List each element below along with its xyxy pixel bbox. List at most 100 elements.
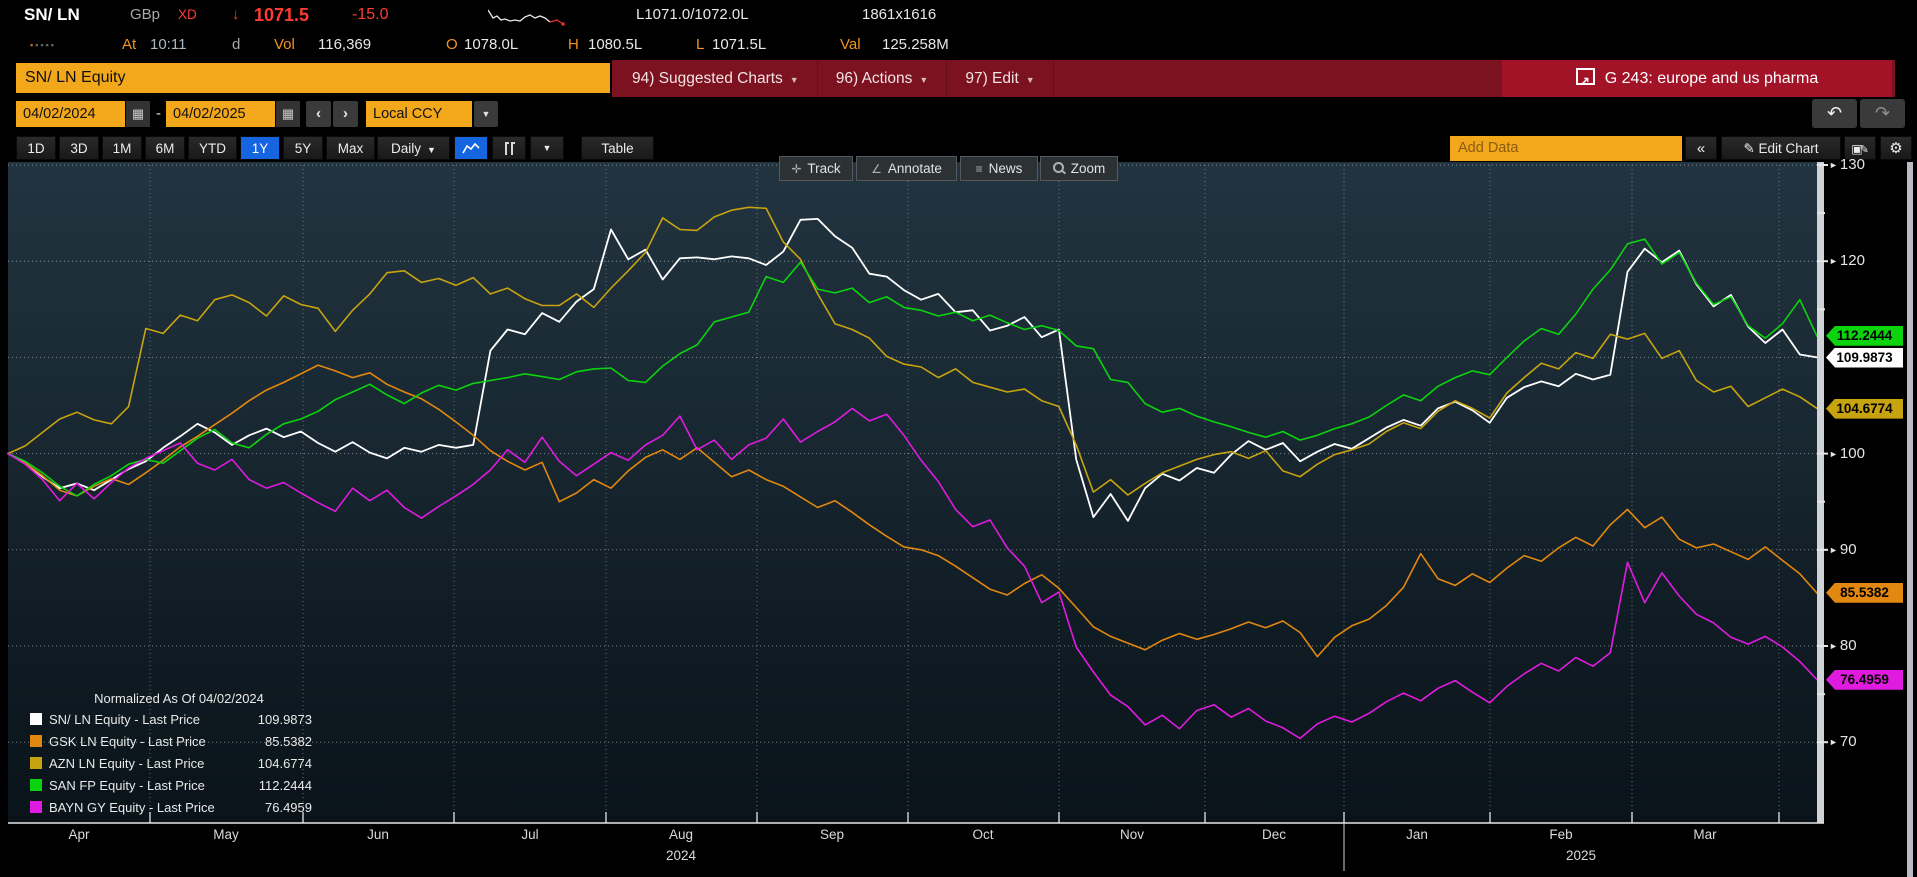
chart-group-button[interactable]: G 243: europe and us pharma xyxy=(1502,60,1892,100)
prev-range-button[interactable]: ‹ xyxy=(306,101,331,127)
currency-mode-select[interactable]: Local CCY xyxy=(366,101,472,127)
menu-item-96-actions[interactable]: 96) Actions ▼ xyxy=(818,60,948,97)
plot-background xyxy=(8,157,1817,823)
x-axis-month-jun: Jun xyxy=(367,827,389,842)
last-price-badge: 112.2444 xyxy=(1826,325,1903,346)
next-range-button[interactable]: › xyxy=(333,101,358,127)
tab-period-1d[interactable]: 1D xyxy=(16,136,56,160)
tab-period-max[interactable]: Max xyxy=(326,136,375,160)
tab-period-5y[interactable]: 5Y xyxy=(283,136,323,160)
chart-tool-track[interactable]: ✛ Track xyxy=(779,156,853,181)
x-axis-month-aug: Aug xyxy=(668,827,694,842)
undo-button[interactable]: ↶ xyxy=(1812,99,1857,128)
add-data-input[interactable]: Add Data xyxy=(1450,136,1682,161)
last-price-badge: 85.5382 xyxy=(1826,582,1903,603)
tick-arrow-icon: ► xyxy=(1829,256,1838,267)
legend-item[interactable]: AZN LN Equity - Last Price 104.6774 xyxy=(30,756,312,774)
stats-bar: ▪▪▪▪▪ At 10:11 d Vol 116,369 O 1078.0L H… xyxy=(0,30,1917,88)
chart-type-dropdown-icon[interactable]: ▼ xyxy=(530,136,564,160)
tab-period-3d[interactable]: 3D xyxy=(59,136,99,160)
xd-flag: XD xyxy=(178,7,197,22)
volume: 116,369 xyxy=(318,36,372,53)
calendar-to-icon[interactable]: ▦ xyxy=(276,101,300,127)
tab-period-6m[interactable]: 6M xyxy=(145,136,185,160)
x-axis-month-apr: Apr xyxy=(68,827,90,842)
session-flag: d xyxy=(232,36,241,53)
calendar-from-icon[interactable]: ▦ xyxy=(126,101,150,127)
legend-series-name: BAYN GY Equity - Last Price xyxy=(49,800,215,815)
chart-annotate-icon[interactable]: ▣✎ xyxy=(1844,136,1876,160)
last-price-badge: 76.4959 xyxy=(1826,669,1903,690)
down-arrow-icon: ↓ xyxy=(232,6,240,23)
series-line-BAYN xyxy=(7,407,1818,740)
series-line-GSK xyxy=(7,364,1818,658)
y-axis-label-70: ► 70 xyxy=(1829,733,1857,751)
tabs-row: 1D 3D 1M 6M YTD 1Y 5Y Max Daily ▼ ▼ Table Add Da… xyxy=(0,135,1917,162)
menu-item-97-edit[interactable]: 97) Edit ▼ xyxy=(947,60,1054,97)
chart-group-label: G 243: europe and us pharma xyxy=(1604,70,1819,87)
y-axis-label-100: ► 100 xyxy=(1829,444,1865,462)
news-lines-icon: ≡ xyxy=(975,162,983,176)
x-axis-month-sep: Sep xyxy=(819,827,845,842)
legend-series-name: SN/ LN Equity - Last Price xyxy=(49,712,200,727)
legend-swatch xyxy=(30,779,42,791)
window-edge-strip xyxy=(1907,96,1913,877)
ticker-symbol: SN/ LN xyxy=(24,5,80,24)
legend-series-name: AZN LN Equity - Last Price xyxy=(49,756,205,771)
legend-item[interactable]: SN/ LN Equity - Last Price 109.9873 xyxy=(30,712,312,730)
y-axis-label-80: ► 80 xyxy=(1829,637,1857,654)
y-axis-label-90: ► 90 xyxy=(1829,540,1857,558)
value-traded: 125.258M xyxy=(882,36,949,53)
crosshair-icon: ✛ xyxy=(791,162,802,176)
low-label: L xyxy=(696,36,705,53)
tab-period-1m[interactable]: 1M xyxy=(102,136,142,160)
menu-item-94-suggested-charts[interactable]: 94) Suggested Charts ▼ xyxy=(614,60,818,97)
legend-item[interactable]: GSK LN Equity - Last Price 85.5382 xyxy=(30,734,312,752)
security-input[interactable]: SN/ LN Equity xyxy=(16,63,610,93)
currency-label: GBp xyxy=(130,6,161,23)
legend-last-value: 109.9873 xyxy=(257,712,312,727)
legend-last-value: 104.6774 xyxy=(257,756,312,771)
legend-swatch xyxy=(30,801,42,813)
tick-arrow-icon: ► xyxy=(1829,544,1838,555)
right-axis-strip xyxy=(1817,157,1824,823)
ohlc-chart-type-button[interactable] xyxy=(492,136,526,160)
last-price: 1071.5 xyxy=(254,5,310,25)
date-from-input[interactable]: 04/02/2024 xyxy=(16,101,125,127)
chevron-down-icon: ▼ xyxy=(789,75,799,85)
annotate-pencil-icon: ∠ xyxy=(871,162,882,176)
collapse-panel-button[interactable]: « xyxy=(1685,136,1717,160)
x-axis-month-feb: Feb xyxy=(1549,827,1573,842)
axis-ticks xyxy=(1817,164,1828,744)
legend-item[interactable]: SAN FP Equity - Last Price 112.2444 xyxy=(30,778,312,796)
x-axis-month-jan: Jan xyxy=(1406,827,1428,842)
chart-tool-news[interactable]: ≡ News xyxy=(960,156,1038,181)
table-button[interactable]: Table xyxy=(581,136,654,160)
chart-tool-annotate[interactable]: ∠ Annotate xyxy=(856,156,957,181)
last-price-badge: 104.6774 xyxy=(1826,398,1903,419)
bid-ask: L1071.0/1072.0L xyxy=(636,6,749,23)
chart-settings-gear-icon[interactable]: ⚙ xyxy=(1880,136,1912,160)
month-ticks xyxy=(149,812,1780,871)
high-price: 1080.5L xyxy=(588,36,643,53)
x-axis-month-dec: Dec xyxy=(1261,827,1286,842)
legend-swatch xyxy=(30,713,42,725)
tab-period-1y[interactable]: 1Y xyxy=(240,136,280,160)
y-axis-label-120: ► 120 xyxy=(1829,252,1865,270)
last-price-badge: 109.9873 xyxy=(1826,347,1903,368)
frequency-select[interactable]: Daily ▼ xyxy=(377,136,450,160)
chart-tool-zoom[interactable]: Zoom xyxy=(1040,156,1118,181)
legend-title: Normalized As Of 04/02/2024 xyxy=(94,691,264,706)
x-axis-month-jul: Jul xyxy=(521,827,539,842)
line-chart-type-button[interactable] xyxy=(454,136,488,160)
legend-series-name: SAN FP Equity - Last Price xyxy=(49,778,205,793)
x-axis-month-may: May xyxy=(213,827,239,842)
tab-period-ytd[interactable]: YTD xyxy=(188,136,237,160)
edit-chart-button[interactable]: ✎ Edit Chart xyxy=(1721,136,1841,160)
legend-item[interactable]: BAYN GY Equity - Last Price 76.4959 xyxy=(30,800,312,818)
redo-button[interactable]: ↷ xyxy=(1860,99,1905,128)
date-to-input[interactable]: 04/02/2025 xyxy=(166,101,275,127)
currency-dropdown-icon[interactable]: ▼ xyxy=(474,101,498,127)
